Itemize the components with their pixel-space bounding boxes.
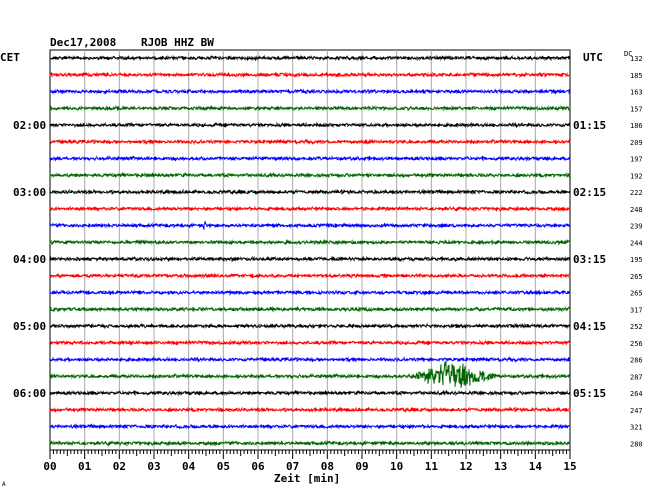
x-tick-label: 11 — [425, 460, 439, 473]
trace-14 — [49, 272, 571, 280]
x-tick-label: 10 — [390, 460, 403, 473]
trace-15 — [49, 289, 571, 297]
dc-value: 185 — [630, 72, 643, 80]
dc-value: 280 — [630, 440, 643, 448]
dc-value: 239 — [630, 223, 643, 231]
trace-19 — [49, 355, 571, 364]
dc-value: 265 — [630, 290, 643, 298]
dc-value: 247 — [630, 407, 643, 415]
dc-value: 192 — [630, 172, 643, 180]
x-tick-label: 08 — [321, 460, 334, 473]
dc-value: 264 — [630, 390, 643, 398]
x-tick-label: 02 — [113, 460, 126, 473]
trace-10 — [49, 205, 571, 213]
trace-23 — [49, 423, 571, 430]
trace-6 — [49, 138, 571, 146]
footer-mark: A — [2, 481, 6, 488]
utc-hour-label: 05:15 — [573, 387, 606, 400]
plot-frame — [49, 49, 571, 451]
trace-8 — [49, 171, 571, 179]
dc-value: 195 — [630, 256, 643, 264]
time-axis: 00 01 02 03 04 05 06 07 08 09 10 11 12 13 14 15 — [43, 450, 577, 473]
x-tick-label: 06 — [251, 460, 265, 473]
header-date: Dec17,2008 — [50, 36, 116, 49]
trace-11 — [49, 220, 571, 230]
utc-hour-label: 02:15 — [573, 186, 606, 199]
dc-value: 186 — [630, 122, 643, 130]
cet-hour-label: 03:00 — [13, 186, 46, 199]
dc-value: 197 — [630, 156, 643, 164]
dc-value: 317 — [630, 306, 643, 314]
traces — [49, 54, 571, 447]
dc-value: 157 — [630, 105, 643, 113]
cet-label: CET — [0, 51, 20, 64]
trace-7 — [49, 155, 571, 162]
trace-9 — [49, 188, 571, 196]
trace-4 — [49, 104, 571, 112]
x-tick-label: 09 — [355, 460, 368, 473]
utc-hour-label: 03:15 — [573, 253, 606, 266]
x-tick-label: 07 — [286, 460, 299, 473]
cet-hour-label: 06:00 — [13, 387, 46, 400]
x-tick-label: 04 — [182, 460, 196, 473]
dc-value: 265 — [630, 273, 643, 281]
utc-hour-label: 01:15 — [573, 119, 606, 132]
dc-value: 132 — [630, 55, 643, 63]
trace-2 — [49, 71, 571, 79]
trace-1 — [49, 54, 571, 62]
trace-16 — [49, 305, 571, 313]
dc-label: DC — [624, 50, 632, 58]
x-tick-label: 13 — [494, 460, 507, 473]
trace-18 — [49, 339, 571, 347]
dc-value: 287 — [630, 373, 643, 381]
cet-hour-label: 04:00 — [13, 253, 46, 266]
dc-value: 222 — [630, 189, 643, 197]
trace-24 — [49, 439, 571, 447]
x-tick-label: 00 — [43, 460, 56, 473]
x-tick-label: 15 — [563, 460, 576, 473]
dc-value: 248 — [630, 206, 643, 214]
trace-20 — [49, 360, 571, 388]
trace-22 — [49, 406, 571, 413]
dc-value: 286 — [630, 357, 643, 365]
x-tick-label: 01 — [78, 460, 92, 473]
dc-value: 163 — [630, 89, 643, 97]
trace-21 — [49, 389, 571, 397]
dc-value: 252 — [630, 323, 643, 331]
x-tick-label: 12 — [459, 460, 472, 473]
cet-hour-label: 02:00 — [13, 119, 46, 132]
dc-value: 244 — [630, 239, 643, 247]
trace-3 — [49, 88, 571, 95]
x-tick-label: 03 — [147, 460, 160, 473]
grid — [49, 49, 571, 451]
utc-hour-label: 04:15 — [573, 320, 606, 333]
trace-17 — [49, 322, 571, 330]
trace-12 — [49, 238, 571, 246]
trace-5 — [49, 121, 571, 129]
trace-13 — [49, 255, 571, 263]
header-station: RJOB HHZ BW — [141, 36, 214, 49]
x-tick-label: 05 — [217, 460, 230, 473]
x-axis-label: Zeit [min] — [274, 472, 340, 485]
dc-value: 209 — [630, 139, 643, 147]
x-tick-label: 14 — [529, 460, 543, 473]
labels: 132 185 163 157 186 209 197 192 222 248 239 244 195 2… — [13, 55, 643, 448]
dc-value: 321 — [630, 424, 643, 432]
dc-value: 256 — [630, 340, 643, 348]
utc-label: UTC — [583, 51, 603, 64]
cet-hour-label: 05:00 — [13, 320, 46, 333]
